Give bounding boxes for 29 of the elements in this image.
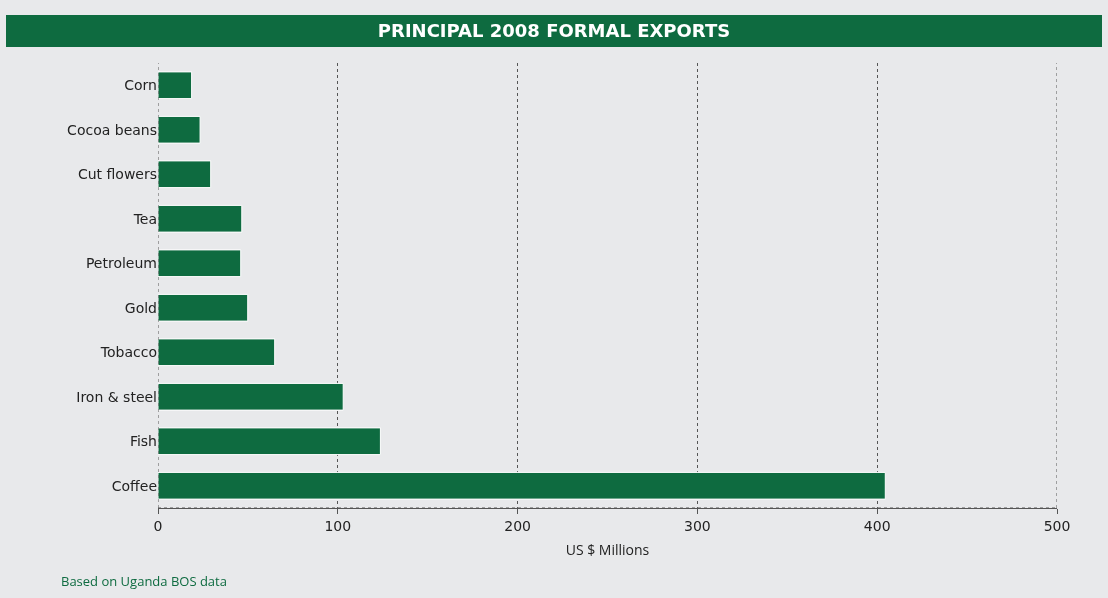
- x-tick-label: 100: [324, 517, 352, 534]
- x-tick-label: 200: [504, 517, 531, 534]
- x-axis-title: US $ Millions: [565, 540, 650, 560]
- x-tick-label: 0: [153, 517, 163, 534]
- bar: [158, 249, 242, 278]
- y-tick-label: Cocoa beans: [67, 121, 157, 138]
- y-tick-label: Coffee: [111, 477, 157, 494]
- y-tick-label: Tobacco: [99, 344, 157, 361]
- chart-title: PRINCIPAL 2008 FORMAL EXPORTS: [6, 15, 1102, 47]
- x-tick-label: 300: [684, 517, 711, 534]
- y-tick-label: Corn: [124, 77, 157, 94]
- x-tick-label: 500: [1043, 517, 1071, 534]
- bar: [158, 471, 886, 500]
- y-tick-label: Cut flowers: [77, 166, 157, 183]
- y-tick-label: Iron & steel: [76, 388, 157, 405]
- y-tick-label: Petroleum: [85, 255, 157, 272]
- y-tick-label: Tea: [132, 210, 157, 227]
- bar: [158, 338, 276, 367]
- bar: [158, 382, 344, 411]
- bar: [158, 115, 201, 144]
- bar: [158, 71, 193, 100]
- x-tick-label: 400: [863, 517, 891, 534]
- bar: [158, 160, 212, 189]
- bar: [158, 427, 381, 456]
- text: Based on Uganda BOS data: [61, 572, 227, 590]
- bar: [158, 293, 249, 322]
- bar: [158, 204, 243, 233]
- y-tick-label: Fish: [129, 433, 157, 450]
- y-tick-label: Gold: [124, 299, 157, 316]
